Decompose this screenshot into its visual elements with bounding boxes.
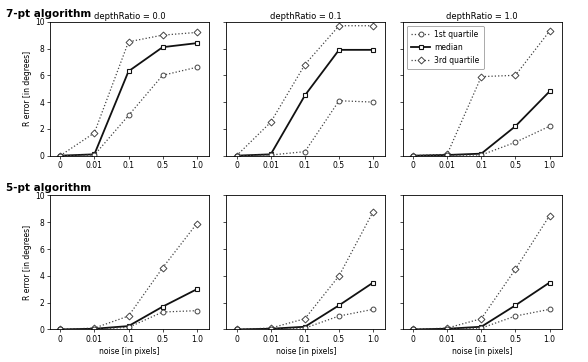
Title: depthRatio = 0.1: depthRatio = 0.1	[270, 12, 342, 21]
Title: depthRatio = 1.0: depthRatio = 1.0	[446, 12, 518, 21]
Y-axis label: R error [in degrees]: R error [in degrees]	[23, 225, 32, 300]
X-axis label: noise [in pixels]: noise [in pixels]	[99, 347, 159, 356]
X-axis label: noise [in pixels]: noise [in pixels]	[452, 347, 512, 356]
Legend: 1st quartile, median, 3rd quartile: 1st quartile, median, 3rd quartile	[406, 26, 484, 70]
Text: 5-pt algorithm: 5-pt algorithm	[6, 183, 91, 193]
X-axis label: noise [in pixels]: noise [in pixels]	[276, 347, 336, 356]
Title: depthRatio = 0.0: depthRatio = 0.0	[93, 12, 165, 21]
Text: 7-pt algorithm: 7-pt algorithm	[6, 9, 91, 19]
Y-axis label: R error [in degrees]: R error [in degrees]	[23, 51, 32, 126]
